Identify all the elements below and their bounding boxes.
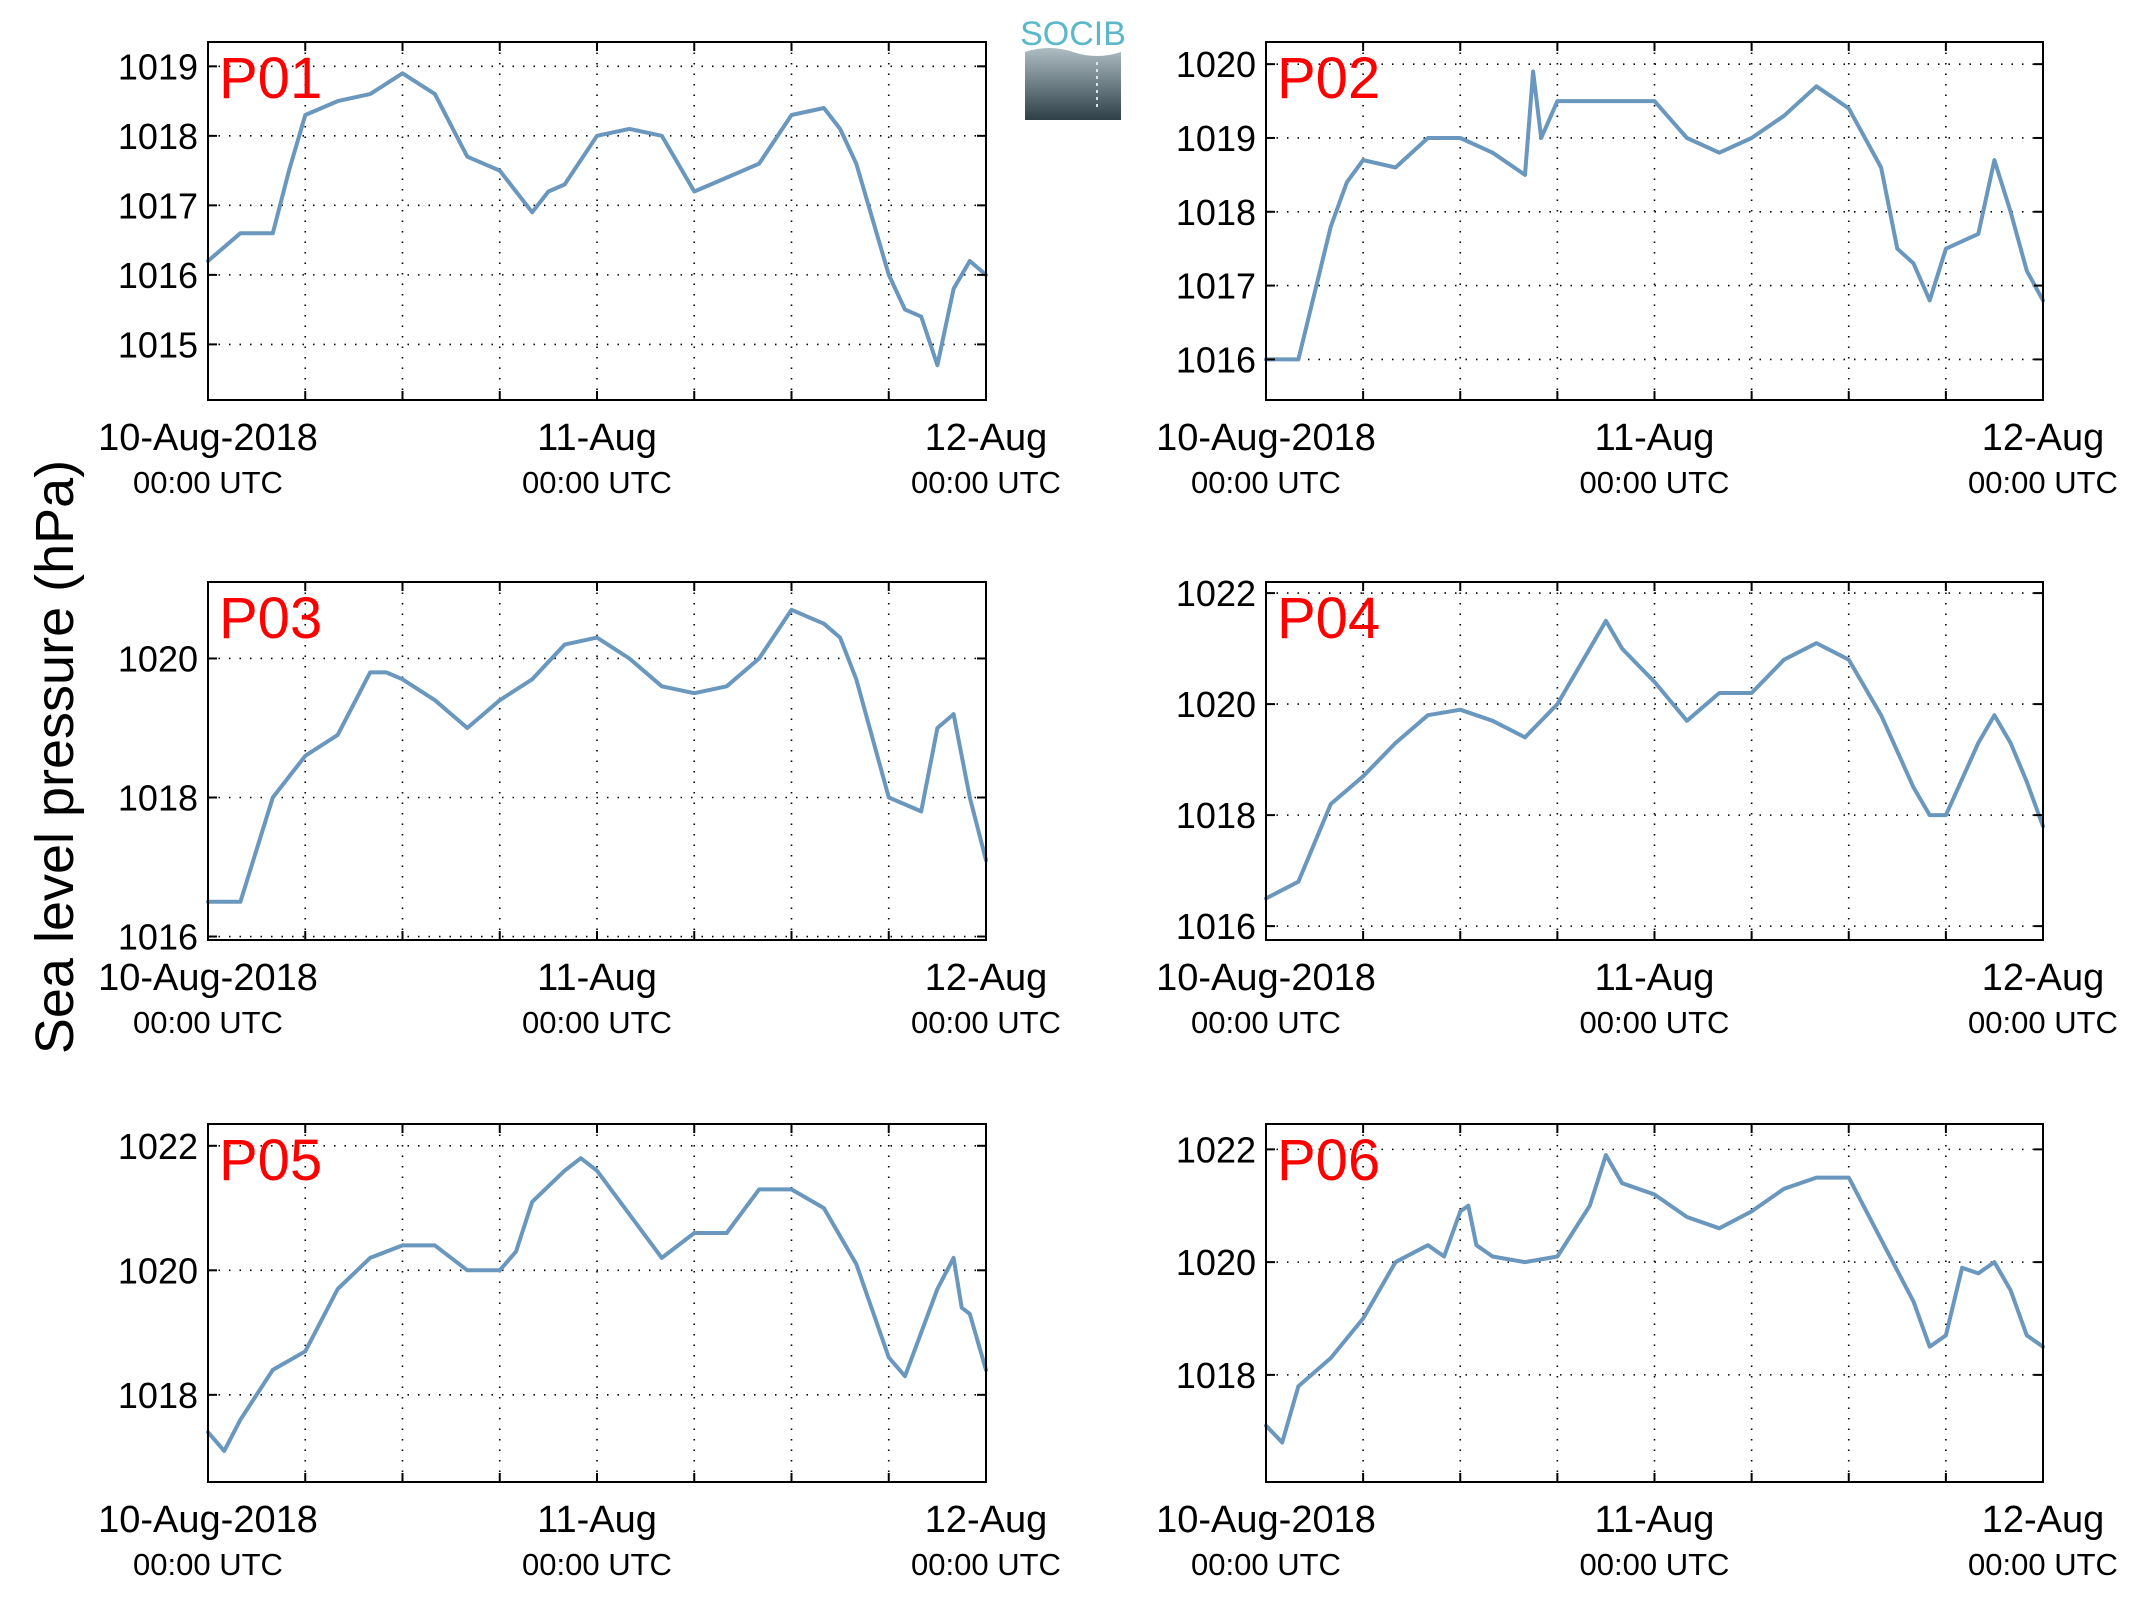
y-tick-label: 1020: [118, 1250, 198, 1291]
x-tick-label-date: 12-Aug: [1982, 1499, 2105, 1541]
x-tick-label-time: 00:00 UTC: [911, 1547, 1061, 1582]
series-line: [206, 607, 988, 904]
socib-logo-text: SOCIB: [1020, 15, 1126, 53]
panel-p04: 1016 1018 1020 1022 10-Aug-2018 00:00 UTC 11-A…: [1156, 573, 2118, 1040]
panel-title: P06: [1277, 1128, 1380, 1193]
y-tick-label: 1016: [118, 255, 198, 296]
x-tick-label-date: 11-Aug: [537, 417, 657, 459]
x-tick-label-time: 00:00 UTC: [1191, 1005, 1341, 1040]
x-tick-label-date: 11-Aug: [1595, 417, 1715, 459]
panel-title: P01: [219, 46, 322, 111]
y-tick-label: 1016: [1176, 339, 1256, 380]
y-tick-label: 1019: [1176, 118, 1256, 159]
series-line: [206, 1156, 988, 1453]
panels: 1015 1016 1017 1018 1019 10-Aug-2018 00:00 UTC…: [98, 41, 2118, 1582]
x-tick-label-date: 12-Aug: [925, 957, 1048, 999]
y-tick-label: 1020: [1176, 44, 1256, 85]
x-tick-label-time: 00:00 UTC: [911, 465, 1061, 500]
x-tick-label-date: 10-Aug-2018: [1156, 1499, 1376, 1541]
panel-p03: 1016 1018 1020 10-Aug-2018 00:00 UTC 11-Aug 00…: [98, 581, 1061, 1040]
socib-logo: SOCIB: [1020, 15, 1126, 120]
y-tick-label: 1016: [1176, 906, 1256, 947]
panel-p06: 1018 1020 1022 10-Aug-2018 00:00 UTC 11-Aug 00…: [1156, 1123, 2118, 1582]
x-tick-label-time: 00:00 UTC: [522, 1547, 672, 1582]
series-line: [1264, 618, 2045, 901]
x-tick-label-date: 10-Aug-2018: [98, 417, 318, 459]
x-tick-label-date: 10-Aug-2018: [98, 1499, 318, 1541]
y-tick-label: 1015: [118, 324, 198, 365]
y-tick-label: 1020: [1176, 1242, 1256, 1283]
x-tick-label-time: 00:00 UTC: [911, 1005, 1061, 1040]
x-tick-label-time: 00:00 UTC: [1968, 1005, 2118, 1040]
x-tick-label-time: 00:00 UTC: [133, 1547, 283, 1582]
socib-logo-wave: [1025, 48, 1121, 120]
x-tick-label-date: 10-Aug-2018: [1156, 957, 1376, 999]
panel-title: P02: [1277, 46, 1380, 111]
series-line: [206, 71, 988, 368]
y-tick-label: 1020: [118, 638, 198, 679]
x-tick-label-time: 00:00 UTC: [522, 465, 672, 500]
panel-title: P04: [1277, 586, 1380, 651]
panel-title: P03: [219, 586, 322, 651]
y-tick-label: 1018: [118, 1375, 198, 1416]
y-tick-label: 1018: [1176, 192, 1256, 233]
x-tick-label-date: 10-Aug-2018: [98, 957, 318, 999]
y-tick-label: 1022: [1176, 1129, 1256, 1170]
x-tick-label-time: 00:00 UTC: [1191, 1547, 1341, 1582]
x-tick-label-time: 00:00 UTC: [133, 465, 283, 500]
x-tick-label-time: 00:00 UTC: [1580, 1005, 1730, 1040]
series-line: [1264, 69, 2045, 362]
y-tick-label: 1016: [118, 917, 198, 958]
x-tick-label-date: 10-Aug-2018: [1156, 417, 1376, 459]
x-tick-label-time: 00:00 UTC: [1191, 465, 1341, 500]
y-tick-label: 1017: [118, 185, 198, 226]
x-tick-label-date: 12-Aug: [925, 417, 1048, 459]
x-tick-label-time: 00:00 UTC: [1580, 1547, 1730, 1582]
x-tick-label-time: 00:00 UTC: [133, 1005, 283, 1040]
x-tick-label-date: 12-Aug: [925, 1499, 1048, 1541]
y-tick-label: 1018: [1176, 795, 1256, 836]
y-tick-label: 1022: [1176, 573, 1256, 614]
y-tick-label: 1018: [1176, 1355, 1256, 1396]
panel-p01: 1015 1016 1017 1018 1019 10-Aug-2018 00:00 UTC…: [98, 41, 1061, 500]
y-tick-label: 1022: [118, 1126, 198, 1167]
y-tick-label: 1017: [1176, 266, 1256, 307]
x-tick-label-date: 12-Aug: [1982, 417, 2105, 459]
panel-p02: 1016 1017 1018 1019 1020 10-Aug-2018 00:00 UTC…: [1156, 41, 2118, 500]
x-tick-label-time: 00:00 UTC: [522, 1005, 672, 1040]
x-tick-label-time: 00:00 UTC: [1968, 465, 2118, 500]
y-tick-label: 1018: [118, 777, 198, 818]
x-tick-label-time: 00:00 UTC: [1580, 465, 1730, 500]
x-tick-label-time: 00:00 UTC: [1968, 1547, 2118, 1582]
x-tick-label-date: 11-Aug: [1595, 1499, 1715, 1541]
y-tick-label: 1020: [1176, 684, 1256, 725]
y-axis-label: Sea level pressure (hPa): [25, 460, 85, 1054]
x-tick-label-date: 12-Aug: [1982, 957, 2105, 999]
x-tick-label-date: 11-Aug: [537, 1499, 657, 1541]
x-tick-label-date: 11-Aug: [1595, 957, 1715, 999]
x-tick-label-date: 11-Aug: [537, 957, 657, 999]
panel-title: P05: [219, 1128, 322, 1193]
series-line: [1264, 1153, 2045, 1445]
panel-p05: 1018 1020 1022 10-Aug-2018 00:00 UTC 11-Aug 00…: [98, 1123, 1061, 1582]
y-tick-label: 1018: [118, 116, 198, 157]
y-tick-label: 1019: [118, 46, 198, 87]
